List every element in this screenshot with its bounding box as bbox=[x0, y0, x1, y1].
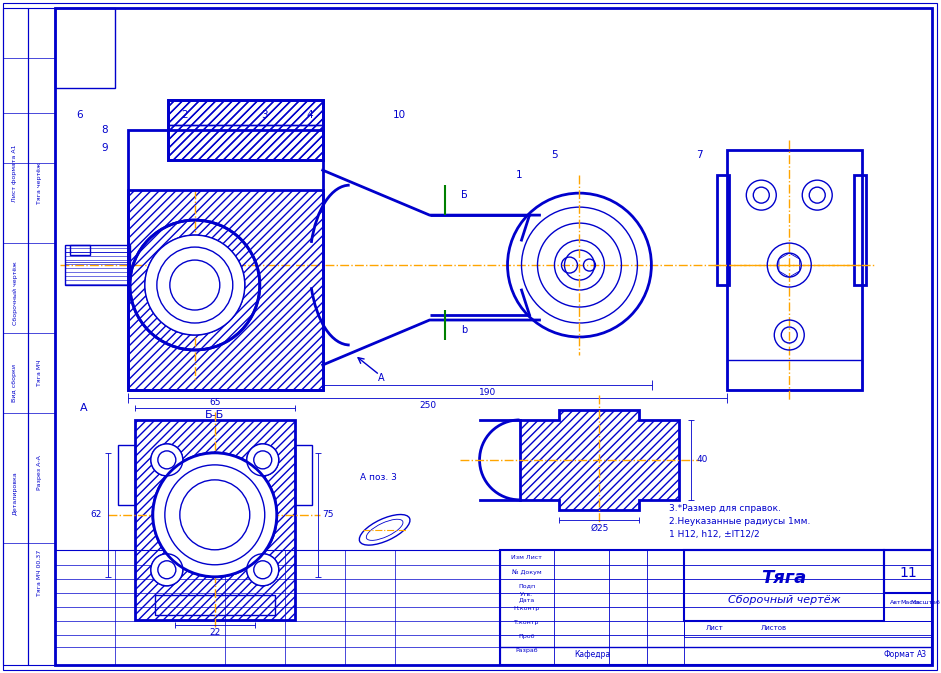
Bar bbox=[167, 100, 323, 160]
Text: Разрез А-А: Разрез А-А bbox=[38, 456, 42, 491]
Text: А: А bbox=[378, 373, 385, 383]
Bar bbox=[684, 550, 885, 621]
Text: Лист: Лист bbox=[706, 625, 724, 631]
Bar bbox=[135, 420, 295, 620]
Text: Сборочный чертёж: Сборочный чертёж bbox=[728, 595, 840, 605]
Text: А3: А3 bbox=[917, 650, 927, 659]
Text: Кафедра: Кафедра bbox=[574, 650, 610, 659]
Text: Масштаб: Масштаб bbox=[910, 600, 940, 605]
Text: Н.контр: Н.контр bbox=[514, 606, 539, 611]
Text: 10: 10 bbox=[393, 110, 407, 120]
Bar bbox=[155, 595, 275, 614]
Text: Тяга МЧ: Тяга МЧ bbox=[38, 359, 42, 386]
Bar bbox=[167, 100, 323, 160]
Text: Сборочный чертёж: Сборочный чертёж bbox=[12, 261, 18, 325]
Bar bbox=[295, 445, 311, 505]
Text: Деталировка: Деталировка bbox=[12, 471, 18, 515]
Text: 40: 40 bbox=[696, 456, 708, 464]
Circle shape bbox=[151, 444, 183, 476]
Text: Масса: Масса bbox=[901, 600, 920, 605]
Text: № Докум: № Докум bbox=[512, 569, 541, 575]
Text: Проб: Проб bbox=[518, 634, 534, 639]
Bar bbox=[70, 245, 90, 255]
Text: 6: 6 bbox=[76, 110, 83, 120]
Circle shape bbox=[145, 235, 245, 335]
Text: 1: 1 bbox=[517, 170, 523, 180]
Bar bbox=[885, 550, 933, 593]
Text: 3.*Размер для справок.: 3.*Размер для справок. bbox=[669, 504, 781, 513]
Text: Подп: Подп bbox=[518, 583, 535, 588]
Bar bbox=[55, 550, 500, 665]
Circle shape bbox=[152, 453, 277, 577]
Bar bbox=[65, 252, 130, 262]
Text: b: b bbox=[461, 325, 468, 335]
Text: Тяга чертёж: Тяга чертёж bbox=[38, 162, 42, 204]
Bar bbox=[727, 150, 862, 390]
Bar bbox=[118, 445, 135, 505]
Bar bbox=[500, 550, 933, 665]
Text: 11: 11 bbox=[900, 566, 917, 579]
Text: 1 Н12, h12, ±IT12/2: 1 Н12, h12, ±IT12/2 bbox=[669, 530, 760, 539]
Text: 5: 5 bbox=[551, 150, 558, 160]
Text: Ø25: Ø25 bbox=[590, 524, 609, 532]
Polygon shape bbox=[519, 430, 560, 490]
Text: 4: 4 bbox=[307, 110, 313, 120]
Text: Дата: Дата bbox=[518, 597, 534, 602]
Text: Б: Б bbox=[461, 190, 468, 200]
Text: 190: 190 bbox=[479, 388, 496, 398]
Text: Разраб: Разраб bbox=[515, 648, 538, 653]
Bar bbox=[3, 8, 28, 665]
Text: 75: 75 bbox=[322, 510, 333, 520]
Text: А: А bbox=[80, 403, 88, 413]
Text: Формат: Формат bbox=[884, 650, 915, 659]
Text: 9: 9 bbox=[102, 143, 108, 153]
Circle shape bbox=[247, 554, 279, 586]
Text: 7: 7 bbox=[696, 150, 703, 160]
Text: Вид сборки: Вид сборки bbox=[12, 364, 18, 402]
Bar bbox=[854, 175, 866, 285]
Bar bbox=[55, 8, 115, 88]
Text: 3: 3 bbox=[262, 110, 268, 120]
Text: Лист формата А1: Лист формата А1 bbox=[12, 145, 18, 202]
Text: Листов: Листов bbox=[761, 625, 788, 631]
Text: Тяга МЧ 00.37: Тяга МЧ 00.37 bbox=[38, 550, 42, 596]
Text: Утв.: Утв. bbox=[520, 592, 533, 597]
Bar bbox=[65, 245, 130, 285]
Text: 62: 62 bbox=[90, 510, 102, 520]
Bar bbox=[128, 190, 323, 390]
Text: 2: 2 bbox=[182, 110, 188, 120]
Bar bbox=[167, 100, 323, 125]
Text: Изм Лист: Изм Лист bbox=[511, 555, 542, 561]
Text: Б-Б: Б-Б bbox=[205, 410, 224, 420]
Bar bbox=[28, 8, 55, 665]
Text: 2.Неуказанные радиусы 1мм.: 2.Неуказанные радиусы 1мм. bbox=[669, 518, 811, 526]
Text: Т.контр: Т.контр bbox=[514, 621, 539, 625]
Text: Тяга: Тяга bbox=[761, 569, 806, 587]
Bar bbox=[727, 360, 862, 390]
Bar bbox=[128, 130, 323, 390]
Text: Авт: Авт bbox=[890, 600, 902, 605]
Text: 250: 250 bbox=[419, 401, 437, 411]
Text: 22: 22 bbox=[209, 628, 220, 637]
Circle shape bbox=[151, 554, 183, 586]
Text: А поз. 3: А поз. 3 bbox=[359, 473, 396, 483]
Circle shape bbox=[247, 444, 279, 476]
Text: 65: 65 bbox=[209, 398, 220, 407]
Bar bbox=[684, 621, 933, 637]
Bar bbox=[717, 175, 729, 285]
Text: 8: 8 bbox=[102, 125, 108, 135]
